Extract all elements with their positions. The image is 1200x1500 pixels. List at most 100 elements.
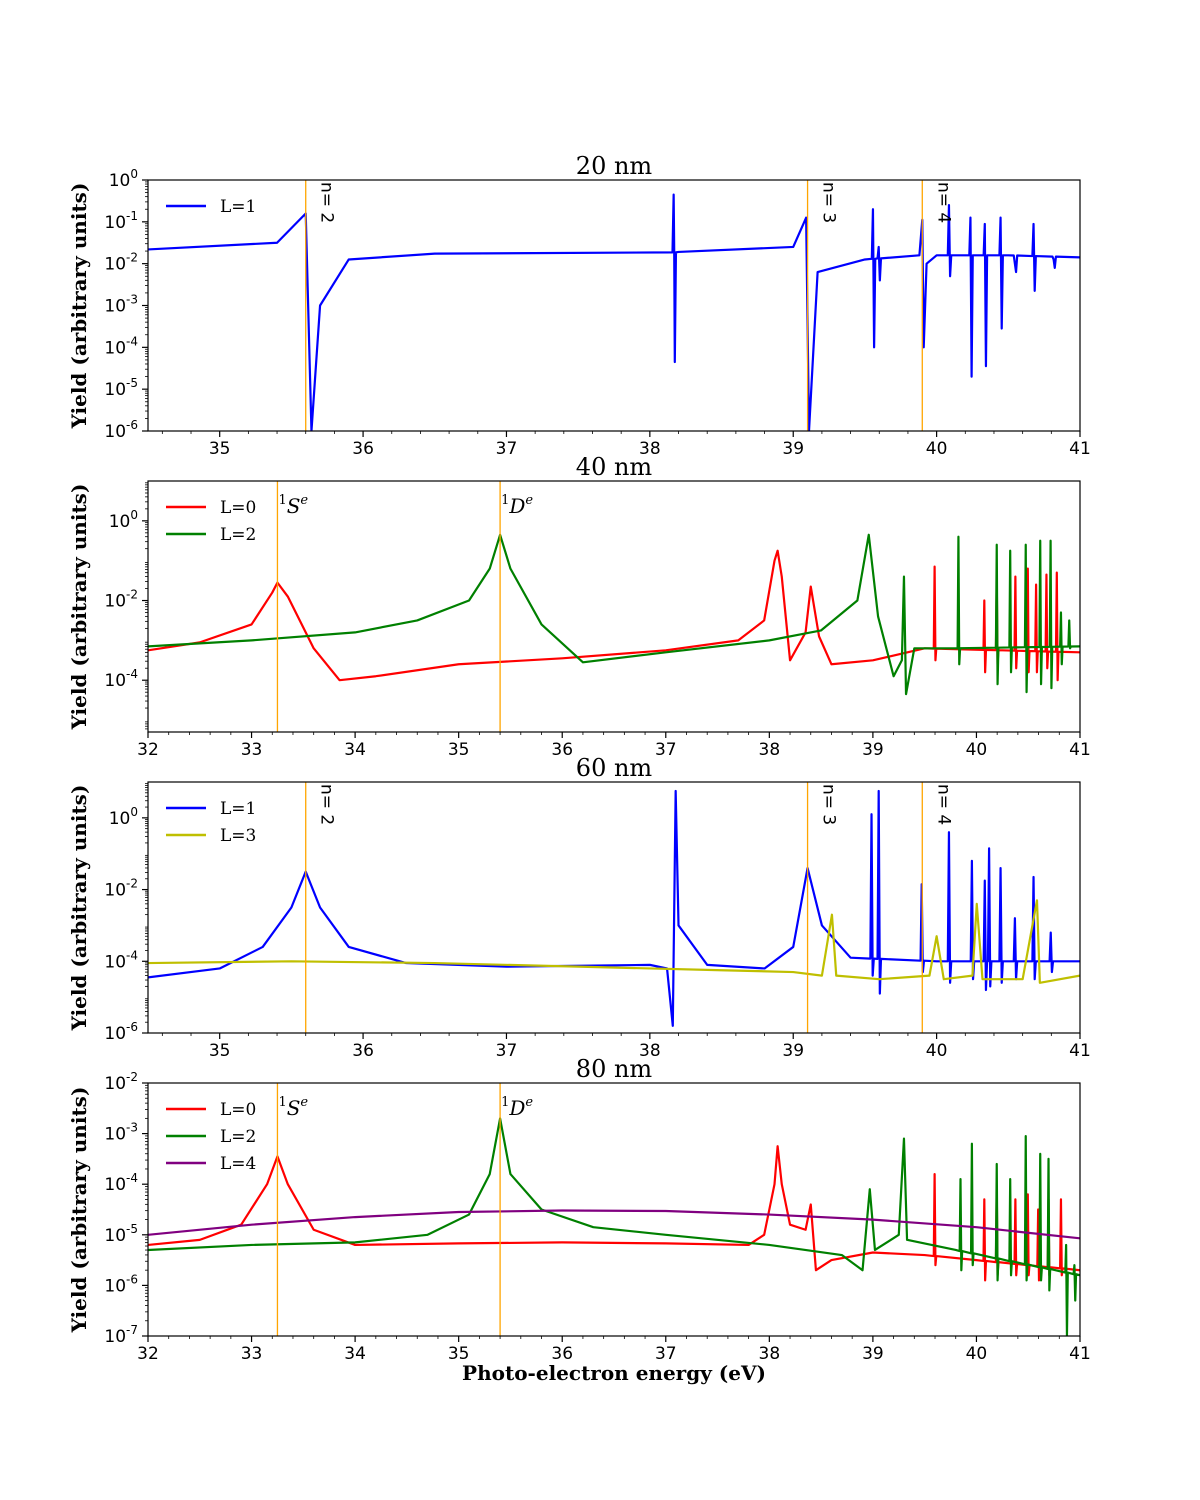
x-tick-label: 34 <box>344 740 366 760</box>
x-tick-label: 40 <box>966 740 988 760</box>
marker-label: n= 3 <box>819 182 839 223</box>
x-tick-label: 39 <box>862 1344 884 1364</box>
series-line-l2 <box>148 1117 1080 1336</box>
legend-entry: L=4 <box>220 1154 256 1174</box>
chart-title: 60 nm <box>576 754 653 782</box>
x-tick-label: 35 <box>209 1041 231 1061</box>
legend-entry: L=2 <box>220 1127 256 1147</box>
x-tick-label: 36 <box>352 1041 374 1061</box>
x-tick-label: 32 <box>137 1344 159 1364</box>
legend-entry: L=0 <box>220 498 256 518</box>
y-tick-label: 10-2 <box>104 877 138 901</box>
series-line-l1 <box>148 789 1080 1027</box>
y-tick-label: 10-2 <box>104 1070 138 1094</box>
y-axis-label: Yield (arbitrary units) <box>67 484 91 731</box>
y-tick-label: 10-1 <box>104 209 138 233</box>
x-tick-label: 33 <box>241 740 263 760</box>
x-tick-label: 41 <box>1069 1344 1091 1364</box>
y-axis-label: Yield (arbitrary units) <box>67 1087 91 1334</box>
x-tick-label: 38 <box>759 1344 781 1364</box>
marker-label: 1De <box>501 1095 533 1120</box>
y-tick-label: 10-7 <box>104 1323 138 1347</box>
legend-entry: L=2 <box>220 525 256 545</box>
y-axis-label: Yield (arbitrary units) <box>67 785 91 1032</box>
chart-title: 20 nm <box>576 152 653 180</box>
chart-panel-4: 80 nm 1Se 1De 32 33 34 35 36 37 38 39 40 41 10-7 10-6 1… <box>67 1055 1091 1385</box>
y-tick-label: 10-5 <box>104 1222 138 1246</box>
x-tick-label: 37 <box>496 439 518 459</box>
x-tick-label: 41 <box>1069 439 1091 459</box>
legend-entry: L=1 <box>220 799 256 819</box>
legend: L=0L=2 <box>166 498 256 545</box>
x-tick-label: 36 <box>551 1344 573 1364</box>
x-tick-label: 33 <box>241 1344 263 1364</box>
x-tick-label: 38 <box>759 740 781 760</box>
x-tick-label: 35 <box>448 1344 470 1364</box>
x-tick-label: 40 <box>966 1344 988 1364</box>
x-tick-label: 36 <box>551 740 573 760</box>
y-tick-label: 10-4 <box>104 334 138 358</box>
y-tick-label: 10-3 <box>104 1121 138 1145</box>
chart-panel-2: 40 nm 1Se 1De 32 33 34 35 36 37 38 39 40 41 10-4 10-2 1… <box>67 453 1091 760</box>
y-tick-label: 100 <box>109 805 138 829</box>
y-tick-label: 10-6 <box>104 1020 138 1044</box>
marker-label: n= 4 <box>933 182 953 223</box>
marker-label: n= 2 <box>317 182 337 223</box>
y-tick-label: 10-2 <box>104 251 138 275</box>
legend: L=1 <box>166 197 256 217</box>
legend-entry: L=3 <box>220 826 256 846</box>
legend: L=1L=3 <box>166 799 256 846</box>
y-tick-label: 100 <box>109 167 138 191</box>
x-axis-label: Photo-electron energy (eV) <box>462 1361 766 1385</box>
series-line-l2 <box>148 533 1080 696</box>
legend-entry: L=1 <box>220 197 256 217</box>
y-tick-label: 10-5 <box>104 376 138 400</box>
x-tick-label: 37 <box>496 1041 518 1061</box>
x-tick-label: 37 <box>655 1344 677 1364</box>
x-tick-label: 40 <box>926 439 948 459</box>
x-tick-label: 38 <box>639 439 661 459</box>
marker-label: n= 4 <box>933 784 953 825</box>
series-line-l0 <box>148 1145 1080 1282</box>
series-line-l1 <box>148 193 1080 431</box>
legend: L=0 L=2 L=4 <box>166 1100 256 1174</box>
x-tick-label: 39 <box>782 439 804 459</box>
y-tick-label: 100 <box>109 508 138 532</box>
plot-frame <box>147 1082 1081 1337</box>
series-line-l0 <box>148 549 1080 682</box>
chart-panel-3: 60 nm n= 2 n= 3 n= 4 35 36 37 38 39 40 41 10-6 10-4 1… <box>67 754 1091 1061</box>
y-axis-label: Yield (arbitrary units) <box>67 183 91 430</box>
y-tick-label: 10-2 <box>104 588 138 612</box>
marker-label: 1Se <box>278 1095 308 1120</box>
chart-title: 40 nm <box>576 453 653 481</box>
series-line-l4 <box>148 1209 1080 1240</box>
x-tick-label: 38 <box>639 1041 661 1061</box>
x-tick-label: 36 <box>352 439 374 459</box>
x-tick-label: 35 <box>209 439 231 459</box>
marker-label: n= 2 <box>317 784 337 825</box>
x-tick-label: 41 <box>1069 1041 1091 1061</box>
series-line-l3 <box>148 899 1080 984</box>
y-tick-label: 10-4 <box>104 667 138 691</box>
x-tick-label: 41 <box>1069 740 1091 760</box>
plot-frame <box>147 781 1081 1034</box>
y-tick-label: 10-3 <box>104 293 138 317</box>
x-tick-label: 39 <box>862 740 884 760</box>
chart-panel-1: 20 nm n= 2 n= 3 n= 4 35 36 37 38 39 40 41 10-6 10-5 1… <box>67 152 1091 459</box>
x-tick-label: 34 <box>344 1344 366 1364</box>
y-tick-label: 10-6 <box>104 418 138 442</box>
marker-label: n= 3 <box>819 784 839 825</box>
marker-label: 1Se <box>278 493 308 518</box>
marker-label: 1De <box>501 493 533 518</box>
x-tick-label: 32 <box>137 740 159 760</box>
y-tick-label: 10-4 <box>104 948 138 972</box>
x-tick-label: 37 <box>655 740 677 760</box>
y-tick-label: 10-4 <box>104 1171 138 1195</box>
legend-entry: L=0 <box>220 1100 256 1120</box>
y-tick-label: 10-6 <box>104 1272 138 1296</box>
x-tick-label: 40 <box>926 1041 948 1061</box>
plot-frame <box>147 480 1081 733</box>
x-tick-label: 35 <box>448 740 470 760</box>
x-tick-label: 39 <box>782 1041 804 1061</box>
